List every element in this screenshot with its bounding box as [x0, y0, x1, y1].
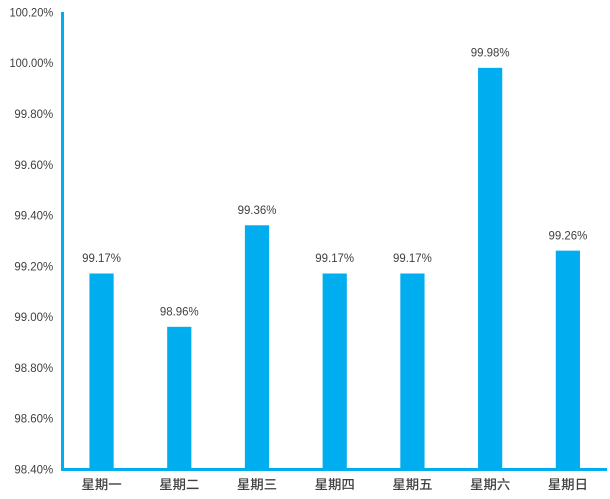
svg-text:99.20%: 99.20% — [14, 259, 53, 273]
svg-text:98.96%: 98.96% — [160, 305, 199, 319]
svg-text:99.80%: 99.80% — [14, 107, 53, 121]
svg-text:99.17%: 99.17% — [315, 251, 354, 265]
svg-text:99.17%: 99.17% — [82, 251, 121, 265]
svg-text:99.26%: 99.26% — [548, 228, 587, 242]
svg-text:98.40%: 98.40% — [14, 462, 53, 476]
svg-text:98.80%: 98.80% — [14, 361, 53, 375]
svg-text:99.60%: 99.60% — [14, 158, 53, 172]
svg-text:99.98%: 99.98% — [471, 46, 510, 60]
svg-text:100.20%: 100.20% — [10, 5, 54, 19]
svg-text:98.60%: 98.60% — [14, 412, 53, 426]
svg-text:99.17%: 99.17% — [393, 251, 432, 265]
svg-text:100.00%: 100.00% — [10, 56, 54, 70]
svg-text:99.36%: 99.36% — [238, 203, 277, 217]
svg-text:99.40%: 99.40% — [14, 209, 53, 223]
svg-text:99.00%: 99.00% — [14, 310, 53, 324]
